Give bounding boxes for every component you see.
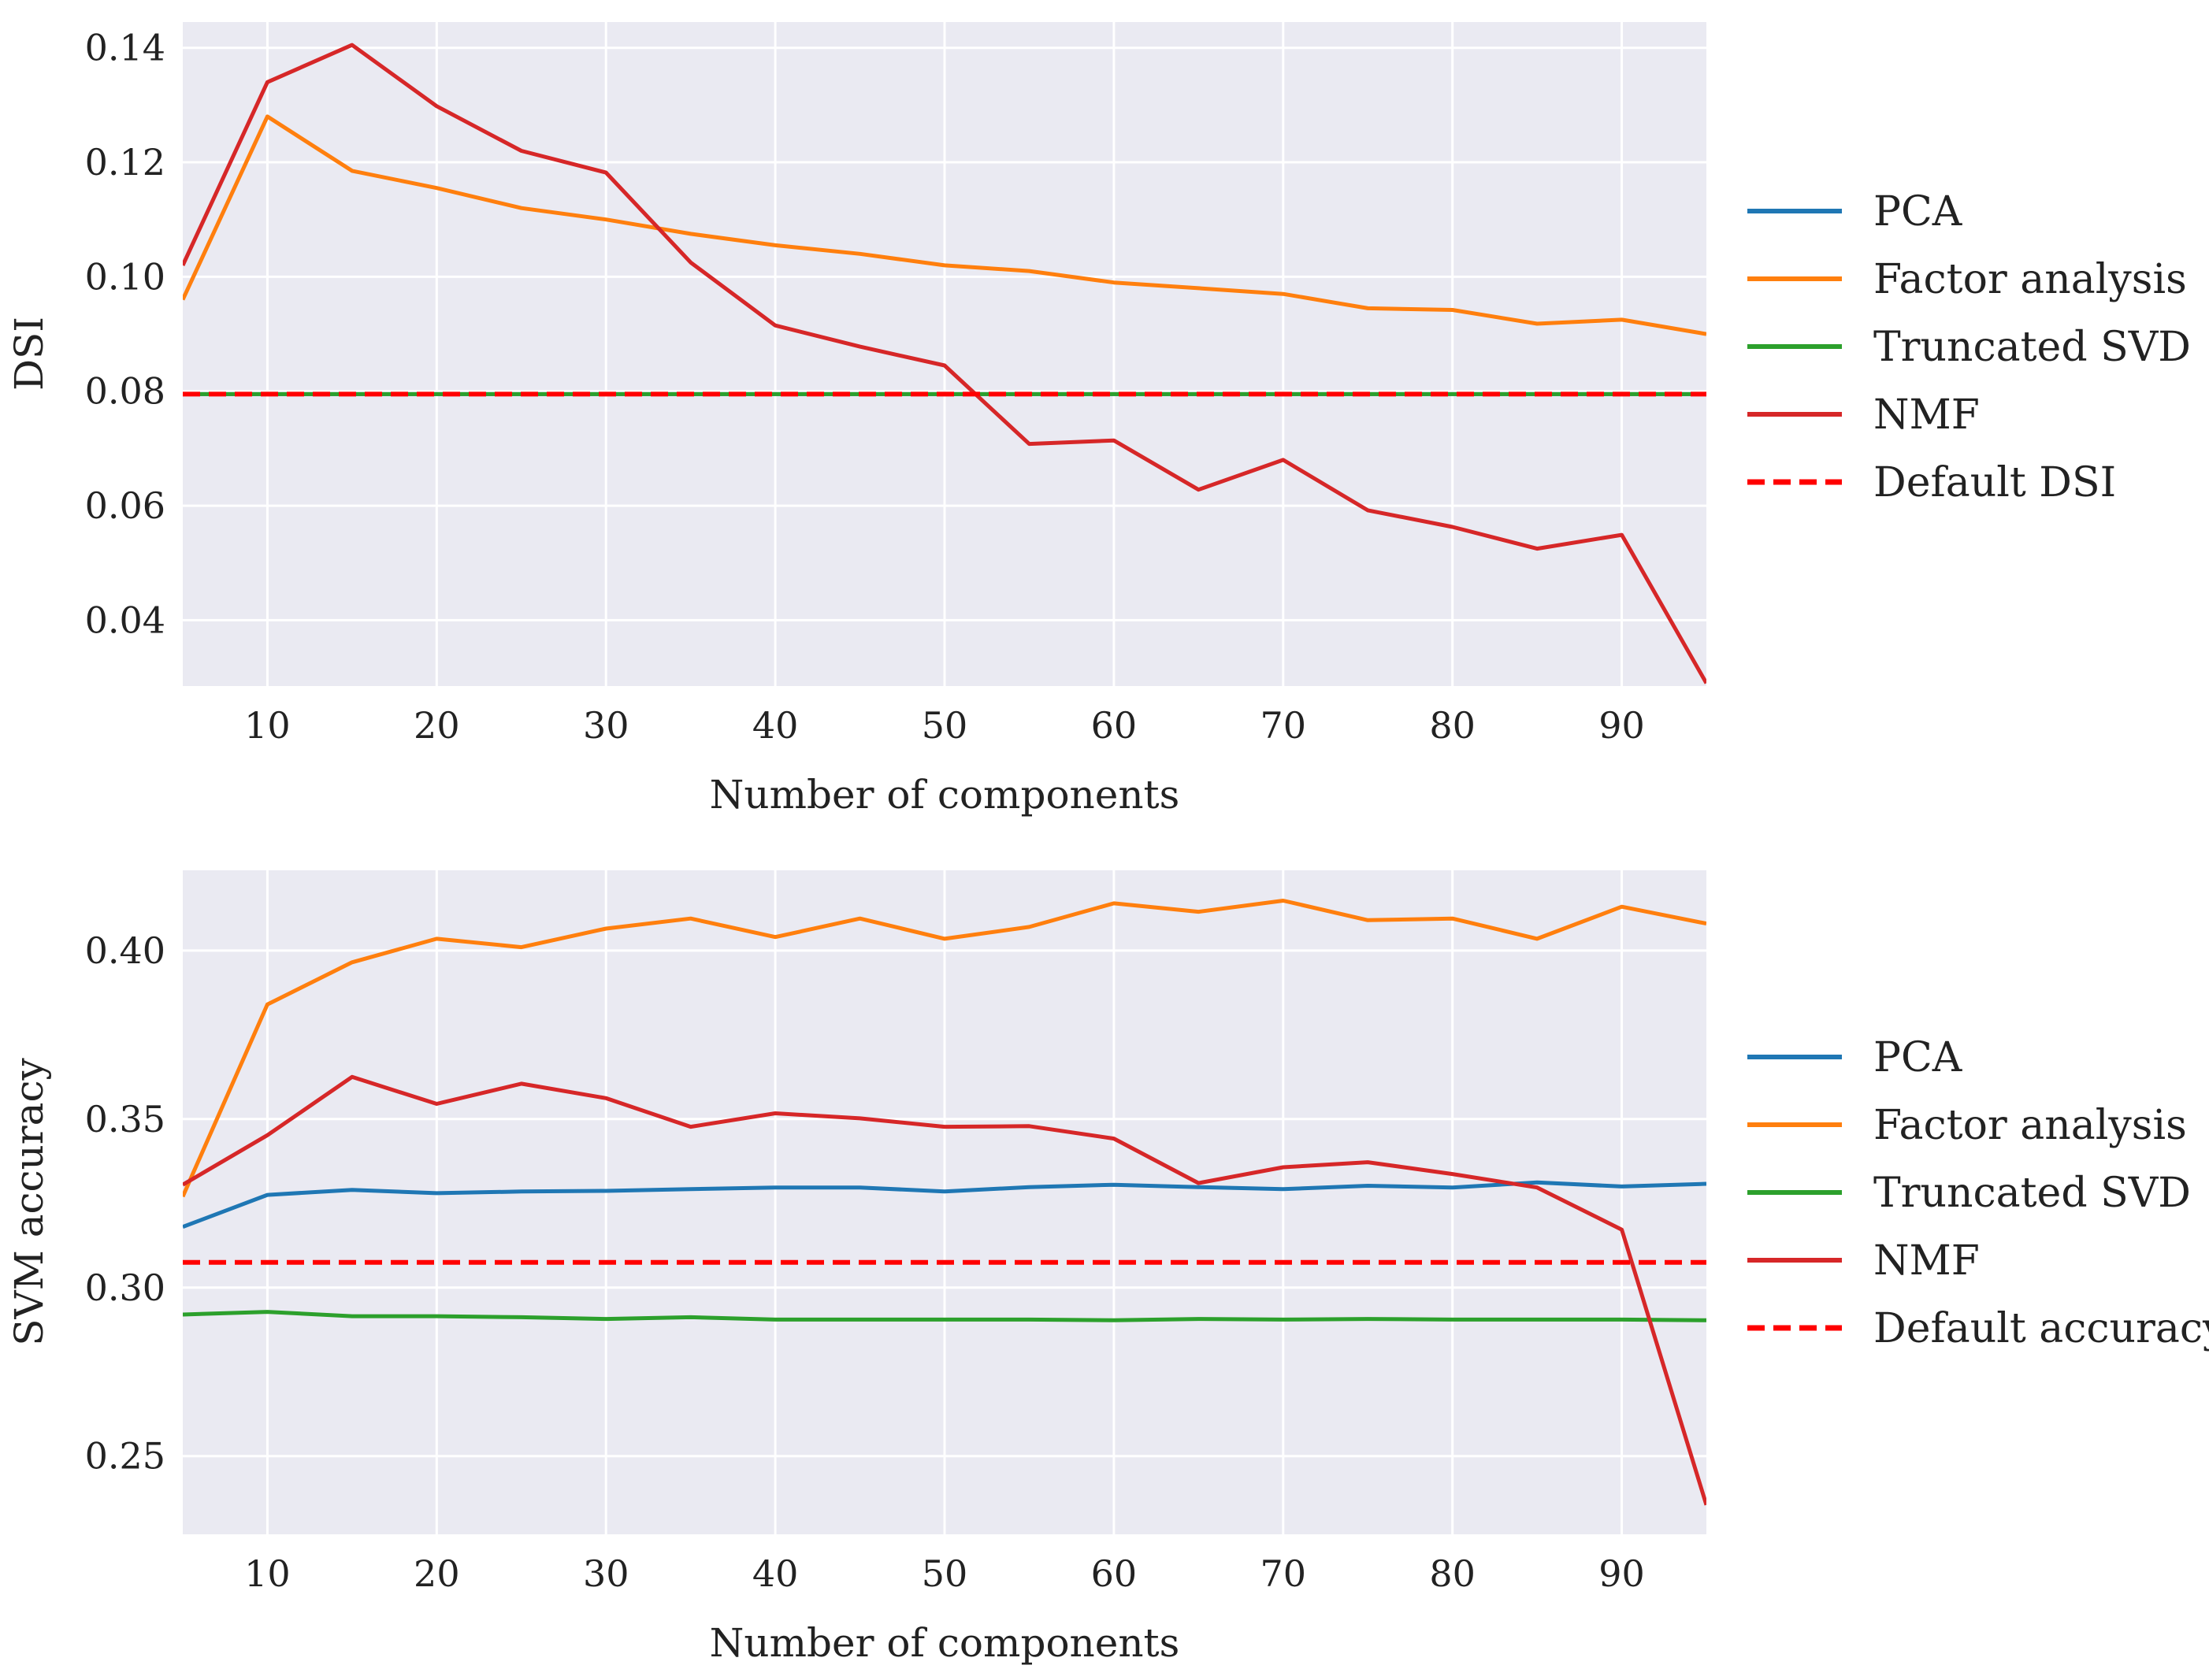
svm-x-tick-40: 40 — [752, 1552, 799, 1595]
dsi-x-tick-80: 80 — [1429, 704, 1476, 747]
dsi-legend-label-factor-analysis: Factor analysis — [1873, 256, 2187, 303]
dsi-x-tick-90: 90 — [1598, 704, 1645, 747]
dsi-series-factor-analysis — [183, 114, 1706, 336]
svm-legend-label-nmf: NMF — [1873, 1237, 1980, 1285]
svm-legend-label-default-accuracy: Default accuracy — [1873, 1305, 2209, 1352]
dsi-x-tick-60: 60 — [1091, 704, 1138, 747]
dsi-y-tick-0-14: 0.14 — [85, 27, 165, 69]
svm-x-ticks: 10 20 30 40 50 60 70 80 90 — [244, 1552, 1645, 1595]
dsi-legend-label-nmf: NMF — [1873, 391, 1980, 439]
svm-series-factor-analysis — [183, 899, 1706, 1198]
dsi-y-ticks: 0.04 0.06 0.08 0.10 0.12 0.14 — [85, 27, 165, 642]
dsi-x-tick-70: 70 — [1260, 704, 1307, 747]
svm-y-ticks: 0.25 0.30 0.35 0.40 — [85, 929, 165, 1478]
svm-x-tick-20: 20 — [414, 1552, 460, 1595]
dsi-x-tick-30: 30 — [583, 704, 629, 747]
dsi-series — [183, 43, 1706, 684]
dsi-grid — [183, 22, 1706, 686]
dsi-legend-label-pca: PCA — [1873, 188, 1963, 235]
svm-series-pca — [183, 1180, 1706, 1229]
svm-legend-label-pca: PCA — [1873, 1034, 1963, 1081]
dsi-series-nmf — [183, 43, 1706, 684]
svm-x-tick-80: 80 — [1429, 1552, 1476, 1595]
dsi-y-axis-label: DSI — [6, 317, 52, 391]
svm-y-tick-0-40: 0.40 — [85, 929, 165, 972]
svm-accuracy-chart: 10 20 30 40 50 60 70 80 90 0.25 0.30 0.35 0.40 Numb… — [6, 870, 2209, 1666]
svm-series — [183, 899, 1706, 1506]
svm-grid — [183, 870, 1706, 1534]
dsi-x-tick-10: 10 — [244, 704, 291, 747]
svm-x-tick-30: 30 — [583, 1552, 629, 1595]
dsi-x-tick-20: 20 — [414, 704, 460, 747]
svm-y-tick-0-25: 0.25 — [85, 1435, 165, 1478]
svm-series-truncated-svd — [183, 1310, 1706, 1322]
svm-x-tick-60: 60 — [1091, 1552, 1138, 1595]
svm-legend-label-truncated-svd: Truncated SVD — [1873, 1170, 2191, 1217]
svm-x-tick-70: 70 — [1260, 1552, 1307, 1595]
dsi-legend-label-default-dsi: Default DSI — [1873, 459, 2116, 506]
svm-x-axis-label: Number of components — [710, 1620, 1180, 1666]
dsi-y-tick-0-12: 0.12 — [85, 141, 165, 184]
svm-x-tick-50: 50 — [922, 1552, 968, 1595]
svm-x-tick-10: 10 — [244, 1552, 291, 1595]
svm-legend: PCA Factor analysis Truncated SVD NMF Defaul… — [1747, 1034, 2209, 1352]
dsi-legend-label-truncated-svd: Truncated SVD — [1873, 324, 2191, 371]
svm-y-tick-0-35: 0.35 — [85, 1098, 165, 1140]
dsi-y-tick-0-10: 0.10 — [85, 255, 165, 298]
dsi-x-tick-50: 50 — [922, 704, 968, 747]
dsi-x-ticks: 10 20 30 40 50 60 70 80 90 — [244, 704, 1645, 747]
svm-series-nmf — [183, 1074, 1706, 1506]
dsi-y-tick-0-08: 0.08 — [85, 370, 165, 413]
svm-y-tick-0-30: 0.30 — [85, 1266, 165, 1309]
dsi-y-tick-0-04: 0.04 — [85, 599, 165, 641]
dsi-legend: PCA Factor analysis Truncated SVD NMF Defaul… — [1747, 188, 2191, 506]
dsi-chart: 10 20 30 40 50 60 70 80 90 0.040.060.080.100.120… — [6, 22, 2191, 818]
dsi-x-axis-label: Number of components — [710, 772, 1180, 818]
svm-legend-label-factor-analysis: Factor analysis — [1873, 1102, 2187, 1149]
dsi-x-tick-40: 40 — [752, 704, 799, 747]
svm-x-tick-90: 90 — [1598, 1552, 1645, 1595]
dsi-y-tick-0-06: 0.06 — [85, 484, 165, 527]
svm-y-axis-label: SVM accuracy — [6, 1058, 52, 1346]
